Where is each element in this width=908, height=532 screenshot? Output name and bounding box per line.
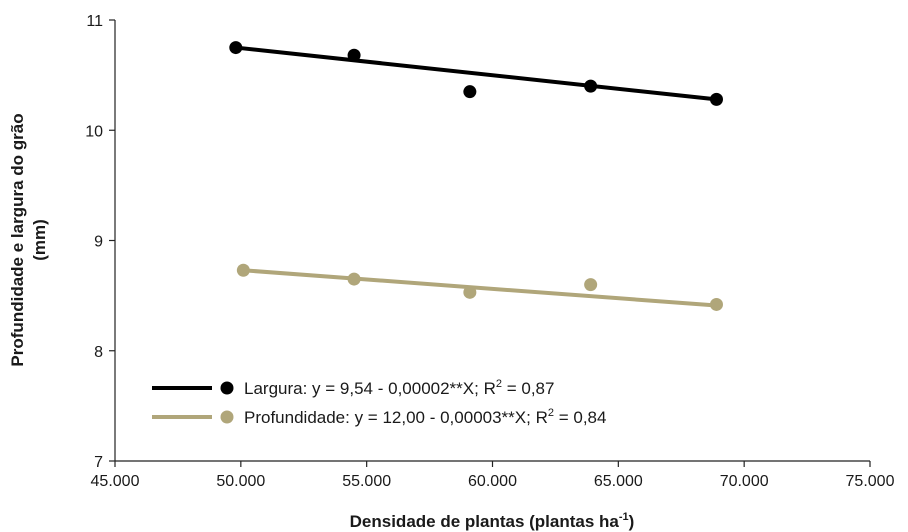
data-point-largura xyxy=(709,92,723,106)
x-tick-label: 70.000 xyxy=(720,473,769,490)
y-tick-label: 11 xyxy=(86,13,103,30)
legend-marker-profundidade xyxy=(220,410,234,424)
data-point-profundidade xyxy=(709,297,723,311)
x-tick-label: 55.000 xyxy=(342,473,391,490)
y-tick-label: 9 xyxy=(94,234,103,251)
x-tick-label: 75.000 xyxy=(846,473,895,490)
data-point-largura xyxy=(463,85,477,99)
fit-line-largura xyxy=(235,45,717,102)
x-tick-label: 45.000 xyxy=(91,473,140,490)
data-points xyxy=(229,41,723,311)
y-tick-label: 8 xyxy=(94,344,103,361)
y-tick-label: 7 xyxy=(94,454,103,471)
y-axis-title-line1: Profundidade e largura do grão xyxy=(8,113,27,366)
x-tick-label: 65.000 xyxy=(594,473,643,490)
y-tick-label: 10 xyxy=(85,123,103,140)
data-point-profundidade xyxy=(236,263,250,277)
x-tick-label: 60.000 xyxy=(468,473,517,490)
ticks: 45.000 50.000 55.000 60.000 65.000 70.000 75.0… xyxy=(85,13,894,490)
data-point-profundidade xyxy=(463,285,477,299)
data-point-profundidade xyxy=(347,272,361,286)
data-point-largura xyxy=(347,48,361,62)
fit-lines xyxy=(235,45,717,308)
legend: Largura: y = 9,54 - 0,00002**X; R2 = 0,8… xyxy=(152,378,606,427)
legend-label-profundidade: Profundidade: y = 12,00 - 0,00003**X; R2… xyxy=(244,407,606,427)
y-axis-title-line2: (mm) xyxy=(30,219,49,261)
data-point-largura xyxy=(584,79,598,93)
legend-marker-largura xyxy=(220,381,234,395)
legend-label-largura: Largura: y = 9,54 - 0,00002**X; R2 = 0,8… xyxy=(244,378,554,398)
fit-line-profundidade xyxy=(243,268,717,308)
x-axis-title: Densidade de plantas (plantas ha-1) xyxy=(350,511,635,531)
x-tick-label: 50.000 xyxy=(216,473,265,490)
data-point-largura xyxy=(229,41,243,55)
data-point-profundidade xyxy=(584,278,598,292)
